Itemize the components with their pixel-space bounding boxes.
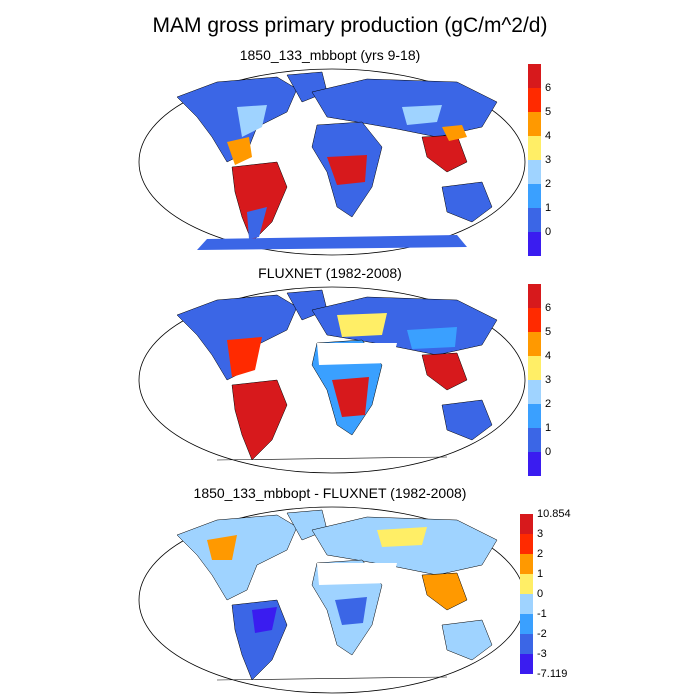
colorbar-box — [528, 404, 541, 428]
colorbar-box — [528, 232, 541, 256]
colorbar-box — [520, 654, 533, 674]
colorbar-box — [528, 112, 541, 136]
panel-1-title: 1850_133_mbbopt (yrs 9-18) — [239, 47, 421, 63]
panel-1-map — [138, 68, 526, 256]
colorbar-box — [520, 594, 533, 614]
colorbar-label: 0 — [537, 588, 544, 600]
colorbar-box — [528, 88, 541, 112]
colorbar-box — [528, 356, 541, 380]
colorbar-box — [528, 184, 541, 208]
colorbar-box — [520, 554, 533, 574]
colorbar-label: 4 — [545, 350, 552, 362]
colorbar-label: 4 — [545, 130, 552, 142]
colorbar-label: 1 — [537, 568, 544, 580]
colorbar-box — [528, 308, 541, 332]
colorbar-label: 5 — [545, 106, 552, 118]
colorbar-label: 3 — [545, 374, 552, 386]
colorbar-label: 6 — [545, 82, 552, 94]
colorbar-box — [528, 428, 541, 452]
colorbar-label: 3 — [537, 528, 544, 540]
panel-3-map — [138, 506, 526, 694]
colorbar-label: 0 — [545, 446, 552, 458]
panel-2-map — [138, 286, 526, 474]
colorbar-label: 0 — [545, 226, 552, 238]
panel-3-title: 1850_133_mbbopt - FLUXNET (1982-2008) — [193, 485, 467, 501]
colorbar-box — [528, 136, 541, 160]
colorbar-box — [520, 574, 533, 594]
colorbar-box — [520, 634, 533, 654]
colorbar-box — [528, 208, 541, 232]
panel-2-title: FLUXNET (1982-2008) — [258, 265, 402, 281]
colorbar-label: 10.854 — [537, 508, 571, 520]
colorbar-box — [528, 284, 541, 308]
colorbar-box — [528, 452, 541, 476]
colorbar-box — [528, 380, 541, 404]
colorbar-label: 2 — [537, 548, 544, 560]
figure-title: MAM gross primary production (gC/m^2/d) — [152, 14, 548, 37]
colorbar-label: 3 — [545, 154, 552, 166]
colorbar-box — [520, 534, 533, 554]
colorbar-label: -1 — [537, 608, 547, 620]
colorbar-label: -3 — [537, 648, 547, 660]
colorbar-label: 2 — [545, 398, 552, 410]
colorbar-label: 2 — [545, 178, 552, 190]
colorbar-box — [528, 160, 541, 184]
colorbar-box — [528, 64, 541, 88]
colorbar-label: -2 — [537, 628, 547, 640]
colorbar-box — [520, 614, 533, 634]
colorbar-label: 5 — [545, 326, 552, 338]
colorbar-box — [520, 514, 533, 534]
colorbar-label: -7.119 — [537, 668, 568, 680]
colorbar-box — [528, 332, 541, 356]
colorbar-label: 6 — [545, 302, 552, 314]
colorbar-label: 1 — [545, 422, 552, 434]
colorbar-label: 1 — [545, 202, 552, 214]
